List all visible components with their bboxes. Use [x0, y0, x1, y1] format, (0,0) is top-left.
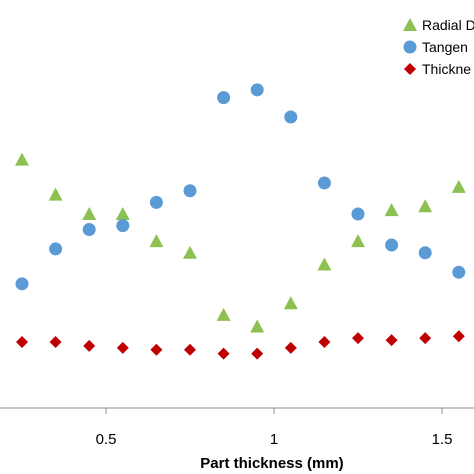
- data-point-circle: [385, 238, 399, 252]
- data-point-diamond: [318, 336, 331, 349]
- data-point-circle: [183, 184, 197, 198]
- data-point-diamond: [150, 343, 163, 356]
- data-point-diamond: [49, 336, 62, 349]
- legend-marker-diamond: [404, 63, 416, 75]
- data-point-circle: [116, 219, 130, 233]
- data-point-diamond: [116, 341, 129, 354]
- data-point-circle: [317, 176, 331, 190]
- data-point-triangle: [48, 187, 63, 201]
- data-points: [15, 83, 466, 360]
- legend-label: Thickne: [422, 61, 471, 77]
- data-point-diamond: [217, 347, 230, 360]
- data-point-triangle: [82, 207, 97, 220]
- data-point-circle: [418, 246, 432, 260]
- x-axis-title: Part thickness (mm): [200, 455, 343, 472]
- data-point-triangle: [384, 203, 399, 217]
- data-point-circle: [250, 83, 264, 97]
- legend-marker-circle: [403, 40, 417, 54]
- data-point-diamond: [452, 330, 465, 343]
- data-point-triangle: [15, 152, 29, 166]
- data-point-triangle: [216, 307, 231, 321]
- data-point-circle: [82, 223, 96, 237]
- data-point-circle: [15, 277, 29, 291]
- x-axis-tick-labels: 0.5 1 1.5: [96, 431, 453, 448]
- data-point-diamond: [419, 332, 432, 345]
- data-point-triangle: [351, 234, 365, 248]
- data-point-triangle: [283, 296, 298, 310]
- data-point-diamond: [184, 343, 196, 356]
- data-point-circle: [284, 110, 298, 124]
- legend-marker-triangle: [403, 18, 417, 31]
- x-axis-ticks: [105, 408, 443, 414]
- x-tick-label: 1: [270, 431, 278, 448]
- data-point-triangle: [451, 179, 466, 193]
- data-point-circle: [217, 91, 231, 105]
- data-point-triangle: [250, 319, 265, 333]
- legend-label: Tangen: [422, 39, 468, 55]
- data-point-diamond: [83, 339, 96, 352]
- data-point-diamond: [284, 341, 297, 354]
- data-point-triangle: [149, 234, 164, 248]
- data-point-triangle: [115, 207, 130, 220]
- x-tick-label: 0.5: [96, 431, 117, 448]
- data-point-circle: [49, 242, 63, 256]
- data-point-diamond: [16, 336, 28, 349]
- data-point-triangle: [183, 245, 197, 259]
- data-point-circle: [351, 207, 365, 221]
- data-point-diamond: [251, 347, 264, 360]
- data-point-circle: [149, 195, 163, 209]
- data-point-triangle: [317, 257, 332, 271]
- data-point-triangle: [418, 199, 433, 213]
- x-tick-label: 1.5: [432, 431, 453, 448]
- data-point-circle: [452, 265, 466, 279]
- legend: Radial D Tangen Thickne: [403, 17, 474, 77]
- data-point-diamond: [385, 334, 398, 347]
- legend-label: Radial D: [422, 17, 474, 33]
- data-point-diamond: [352, 332, 364, 345]
